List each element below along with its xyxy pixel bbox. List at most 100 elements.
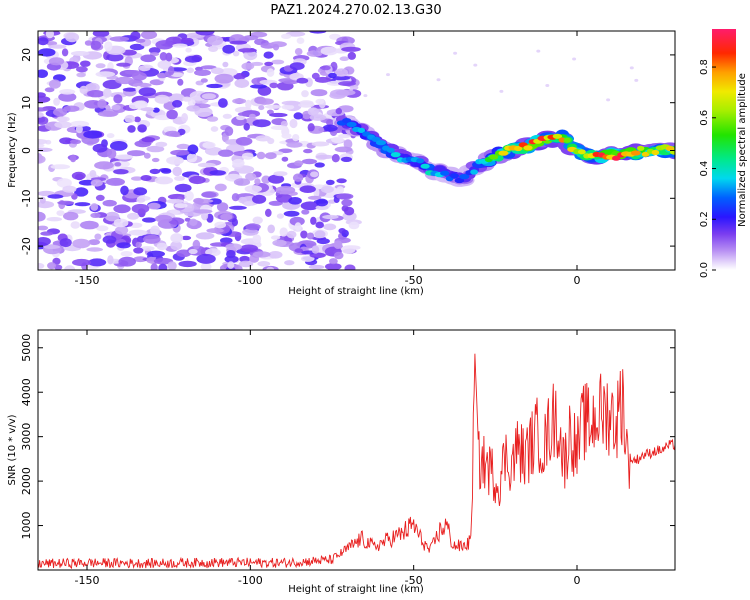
noise-speckle xyxy=(326,109,345,117)
noise-speckle xyxy=(182,96,192,102)
noise-speckle xyxy=(38,147,53,152)
noise-speckle xyxy=(281,156,289,162)
noise-speckle xyxy=(338,81,356,87)
noise-speckle xyxy=(209,170,226,176)
noise-speckle xyxy=(275,185,296,195)
noise-speckle xyxy=(155,40,174,50)
noise-speckle xyxy=(281,100,301,106)
noise-speckle xyxy=(311,72,320,80)
noise-speckle xyxy=(195,31,215,36)
noise-speckle xyxy=(292,173,304,182)
noise-speckle xyxy=(38,112,44,118)
noise-speckle xyxy=(193,197,204,204)
noise-speckle xyxy=(116,242,131,249)
noise-speckle xyxy=(195,232,215,240)
noise-speckle xyxy=(69,154,77,163)
noise-speckle xyxy=(386,73,390,77)
noise-speckle xyxy=(54,121,72,129)
noise-speckle xyxy=(210,126,219,132)
ridge-blob xyxy=(470,169,478,175)
noise-speckle xyxy=(241,62,255,70)
colorbar-gradient xyxy=(712,29,736,270)
noise-speckle xyxy=(38,143,45,148)
noise-speckle xyxy=(157,60,172,69)
noise-speckle xyxy=(336,178,347,184)
noise-speckle xyxy=(294,248,303,253)
noise-speckle xyxy=(43,245,61,249)
noise-speckle xyxy=(197,162,216,168)
spectrogram-marks xyxy=(38,31,675,270)
noise-speckle xyxy=(308,264,325,270)
noise-speckle xyxy=(137,124,147,133)
snr-panel: -150 -100 -50 0 1000 2000 3000 4000 5000 Height … xyxy=(7,329,676,595)
noise-speckle xyxy=(225,243,243,251)
noise-speckle xyxy=(44,87,55,93)
noise-speckle xyxy=(131,176,143,181)
colorbar-ticks: 0.0 0.2 0.4 0.6 0.8 xyxy=(699,59,716,278)
noise-speckle xyxy=(307,123,315,132)
noise-speckle xyxy=(349,87,354,91)
noise-speckle xyxy=(266,68,275,77)
noise-speckle xyxy=(202,141,216,149)
noise-speckle xyxy=(54,264,63,270)
noise-speckle xyxy=(62,185,77,193)
noise-speckle xyxy=(194,69,211,76)
noise-speckle xyxy=(268,174,285,184)
noise-speckle xyxy=(222,61,229,68)
noise-speckle xyxy=(141,136,156,143)
noise-speckle xyxy=(135,241,142,248)
ridge-blob xyxy=(552,133,563,139)
noise-speckle xyxy=(80,60,91,67)
noise-speckle xyxy=(300,230,308,239)
noise-speckle xyxy=(45,31,54,39)
noise-speckle xyxy=(340,245,356,254)
noise-speckle xyxy=(127,150,146,157)
noise-speckle xyxy=(206,116,219,122)
ridge-blob xyxy=(637,145,645,151)
x-tick-label: -100 xyxy=(238,274,263,287)
noise-speckle xyxy=(227,261,235,269)
noise-speckle xyxy=(83,130,103,139)
noise-speckle xyxy=(331,136,344,144)
noise-speckle xyxy=(298,101,315,108)
noise-speckle xyxy=(314,76,331,83)
noise-speckle xyxy=(153,257,174,265)
noise-speckle xyxy=(341,199,353,207)
noise-speckle xyxy=(233,73,246,80)
y-tick-label: 1000 xyxy=(20,512,33,540)
noise-speckle xyxy=(114,226,129,235)
ridge-blob xyxy=(578,149,586,155)
ridge-blob xyxy=(357,127,366,133)
noise-speckle xyxy=(293,112,303,120)
noise-speckle xyxy=(283,80,299,85)
noise-speckle xyxy=(243,201,254,207)
noise-speckle xyxy=(135,100,148,109)
noise-speckle xyxy=(86,247,103,252)
noise-speckle xyxy=(152,107,160,113)
noise-speckle xyxy=(214,221,227,229)
noise-speckle xyxy=(275,193,293,203)
noise-speckle xyxy=(48,57,65,66)
noise-speckle xyxy=(206,83,223,89)
noise-speckle xyxy=(245,99,252,110)
noise-speckle xyxy=(310,89,328,97)
colorbar-label: Normalized spectral amplitude xyxy=(737,73,748,227)
ridge-blob xyxy=(665,145,675,152)
noise-speckle xyxy=(629,66,634,70)
noise-speckle xyxy=(150,225,160,236)
x-tick-label: -50 xyxy=(405,574,423,587)
noise-speckle xyxy=(38,225,49,231)
noise-speckle xyxy=(201,191,217,198)
noise-speckle xyxy=(201,93,216,100)
noise-speckle xyxy=(270,125,289,130)
noise-speckle xyxy=(72,238,91,249)
noise-speckle xyxy=(76,66,88,73)
noise-speckle xyxy=(241,152,254,160)
noise-speckle xyxy=(292,134,300,142)
noise-speckle xyxy=(210,67,224,75)
noise-speckle xyxy=(116,62,131,67)
noise-speckle xyxy=(283,210,300,217)
noise-speckle xyxy=(255,135,271,142)
ridge-blob xyxy=(489,154,499,160)
noise-speckle xyxy=(50,164,71,170)
